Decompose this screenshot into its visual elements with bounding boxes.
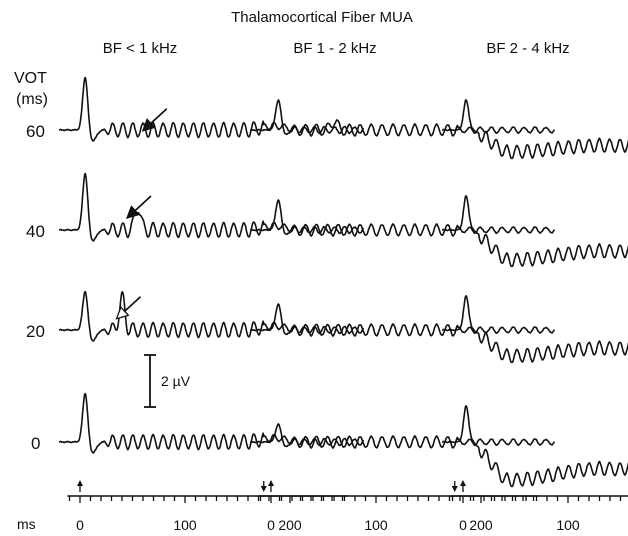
stimulus-onset-marker [268,480,274,492]
row-label-vot-0: 0 [31,434,40,453]
x-tick-label: 0 [267,517,275,533]
trace-col2-vot-0 [249,423,556,449]
mua-traces [58,76,628,488]
x-axis-label: ms [17,516,36,532]
x-tick-label: 0 [459,517,467,533]
time-axes: 010020001002000100200 [67,480,628,533]
scale-bar-label: 2 µV [161,373,191,389]
column-label-bf-under-1khz: BF < 1 kHz [103,40,178,57]
trace-col3-vot-20 [441,295,628,364]
row-axis-label-line-2: (ms) [16,91,48,108]
x-tick-label: 100 [556,517,580,533]
trace-col1-vot-0 [58,392,365,454]
x-tick-label: 200 [469,517,493,533]
stimulus-onset-marker [77,480,83,492]
stimulus-offset-marker [260,481,267,492]
trace-col1-vot-40 [58,172,365,242]
time-axis-col2: 0 100 200 [258,480,539,533]
trace-col2-vot-40 [249,199,556,237]
time-axis-col3: 0 100 200 [450,480,628,533]
stimulus-onset-marker [460,480,466,492]
x-tick-label: 100 [364,517,388,533]
open-arrow-annotation [115,296,142,320]
row-label-vot-60: 60 [26,122,45,141]
trace-col3-vot-60 [441,99,628,160]
column-label-bf-2-4khz: BF 2 - 4 kHz [486,40,569,57]
column-label-bf-1-2khz: BF 1 - 2 kHz [293,40,376,57]
trace-col3-vot-40 [441,195,628,268]
trace-col1-vot-20 [58,290,365,342]
x-tick-label: 200 [278,517,302,533]
chart-title: Thalamocortical Fiber MUA [231,9,413,26]
stimulus-offset-marker [451,481,458,492]
time-axis-col1: 0 100 200 [67,480,348,533]
row-label-vot-40: 40 [26,222,45,241]
x-tick-label: 100 [173,517,197,533]
row-label-vot-20: 20 [26,322,45,341]
trace-col2-vot-20 [249,303,556,337]
trace-col2-vot-60 [249,99,556,137]
filled-arrow-annotation [141,108,168,132]
trace-col3-vot-0 [441,405,628,488]
x-tick-label: 0 [76,517,84,533]
arrow-annotations [115,108,168,320]
trace-col1-vot-60 [58,76,365,142]
voltage-scale-bar [144,354,156,408]
row-axis-label-line-1: VOT [14,70,47,87]
filled-arrow-annotation [125,195,152,219]
